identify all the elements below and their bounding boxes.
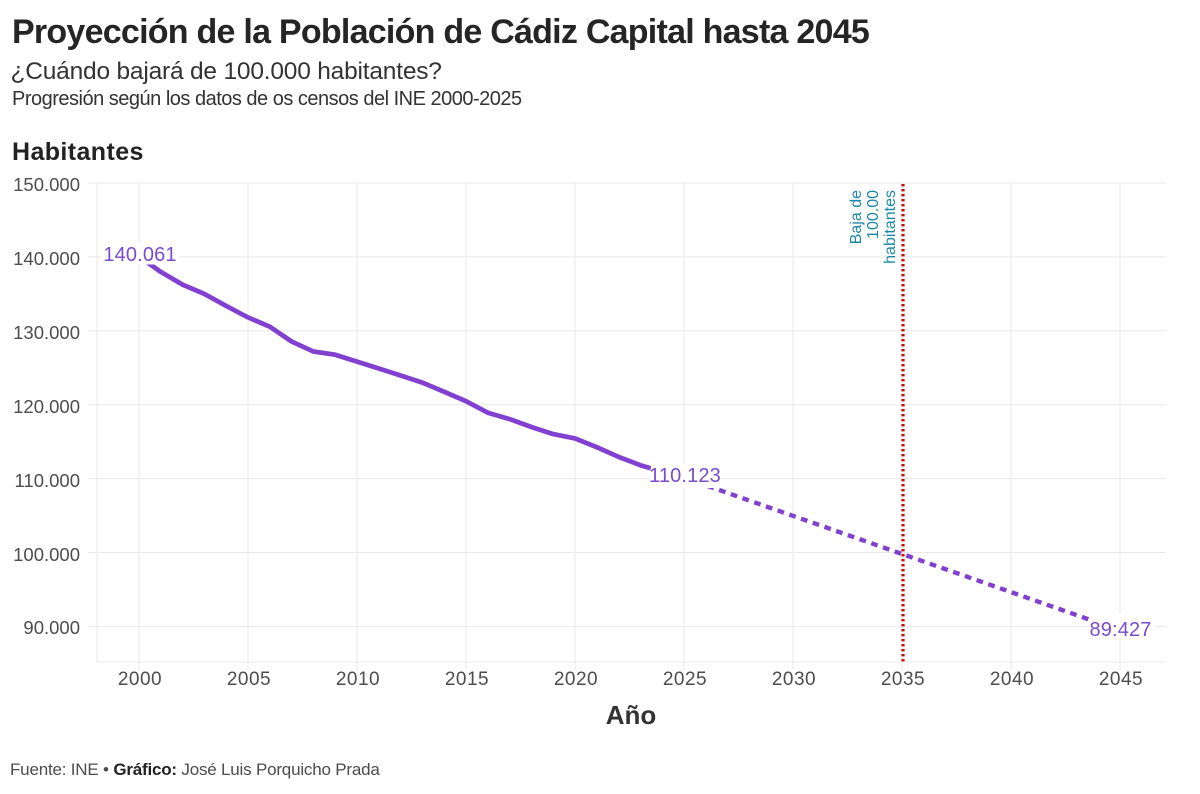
svg-text:Baja de: Baja de — [848, 190, 865, 244]
svg-text:100.00: 100.00 — [865, 190, 882, 239]
svg-text:habitantes: habitantes — [882, 190, 899, 264]
